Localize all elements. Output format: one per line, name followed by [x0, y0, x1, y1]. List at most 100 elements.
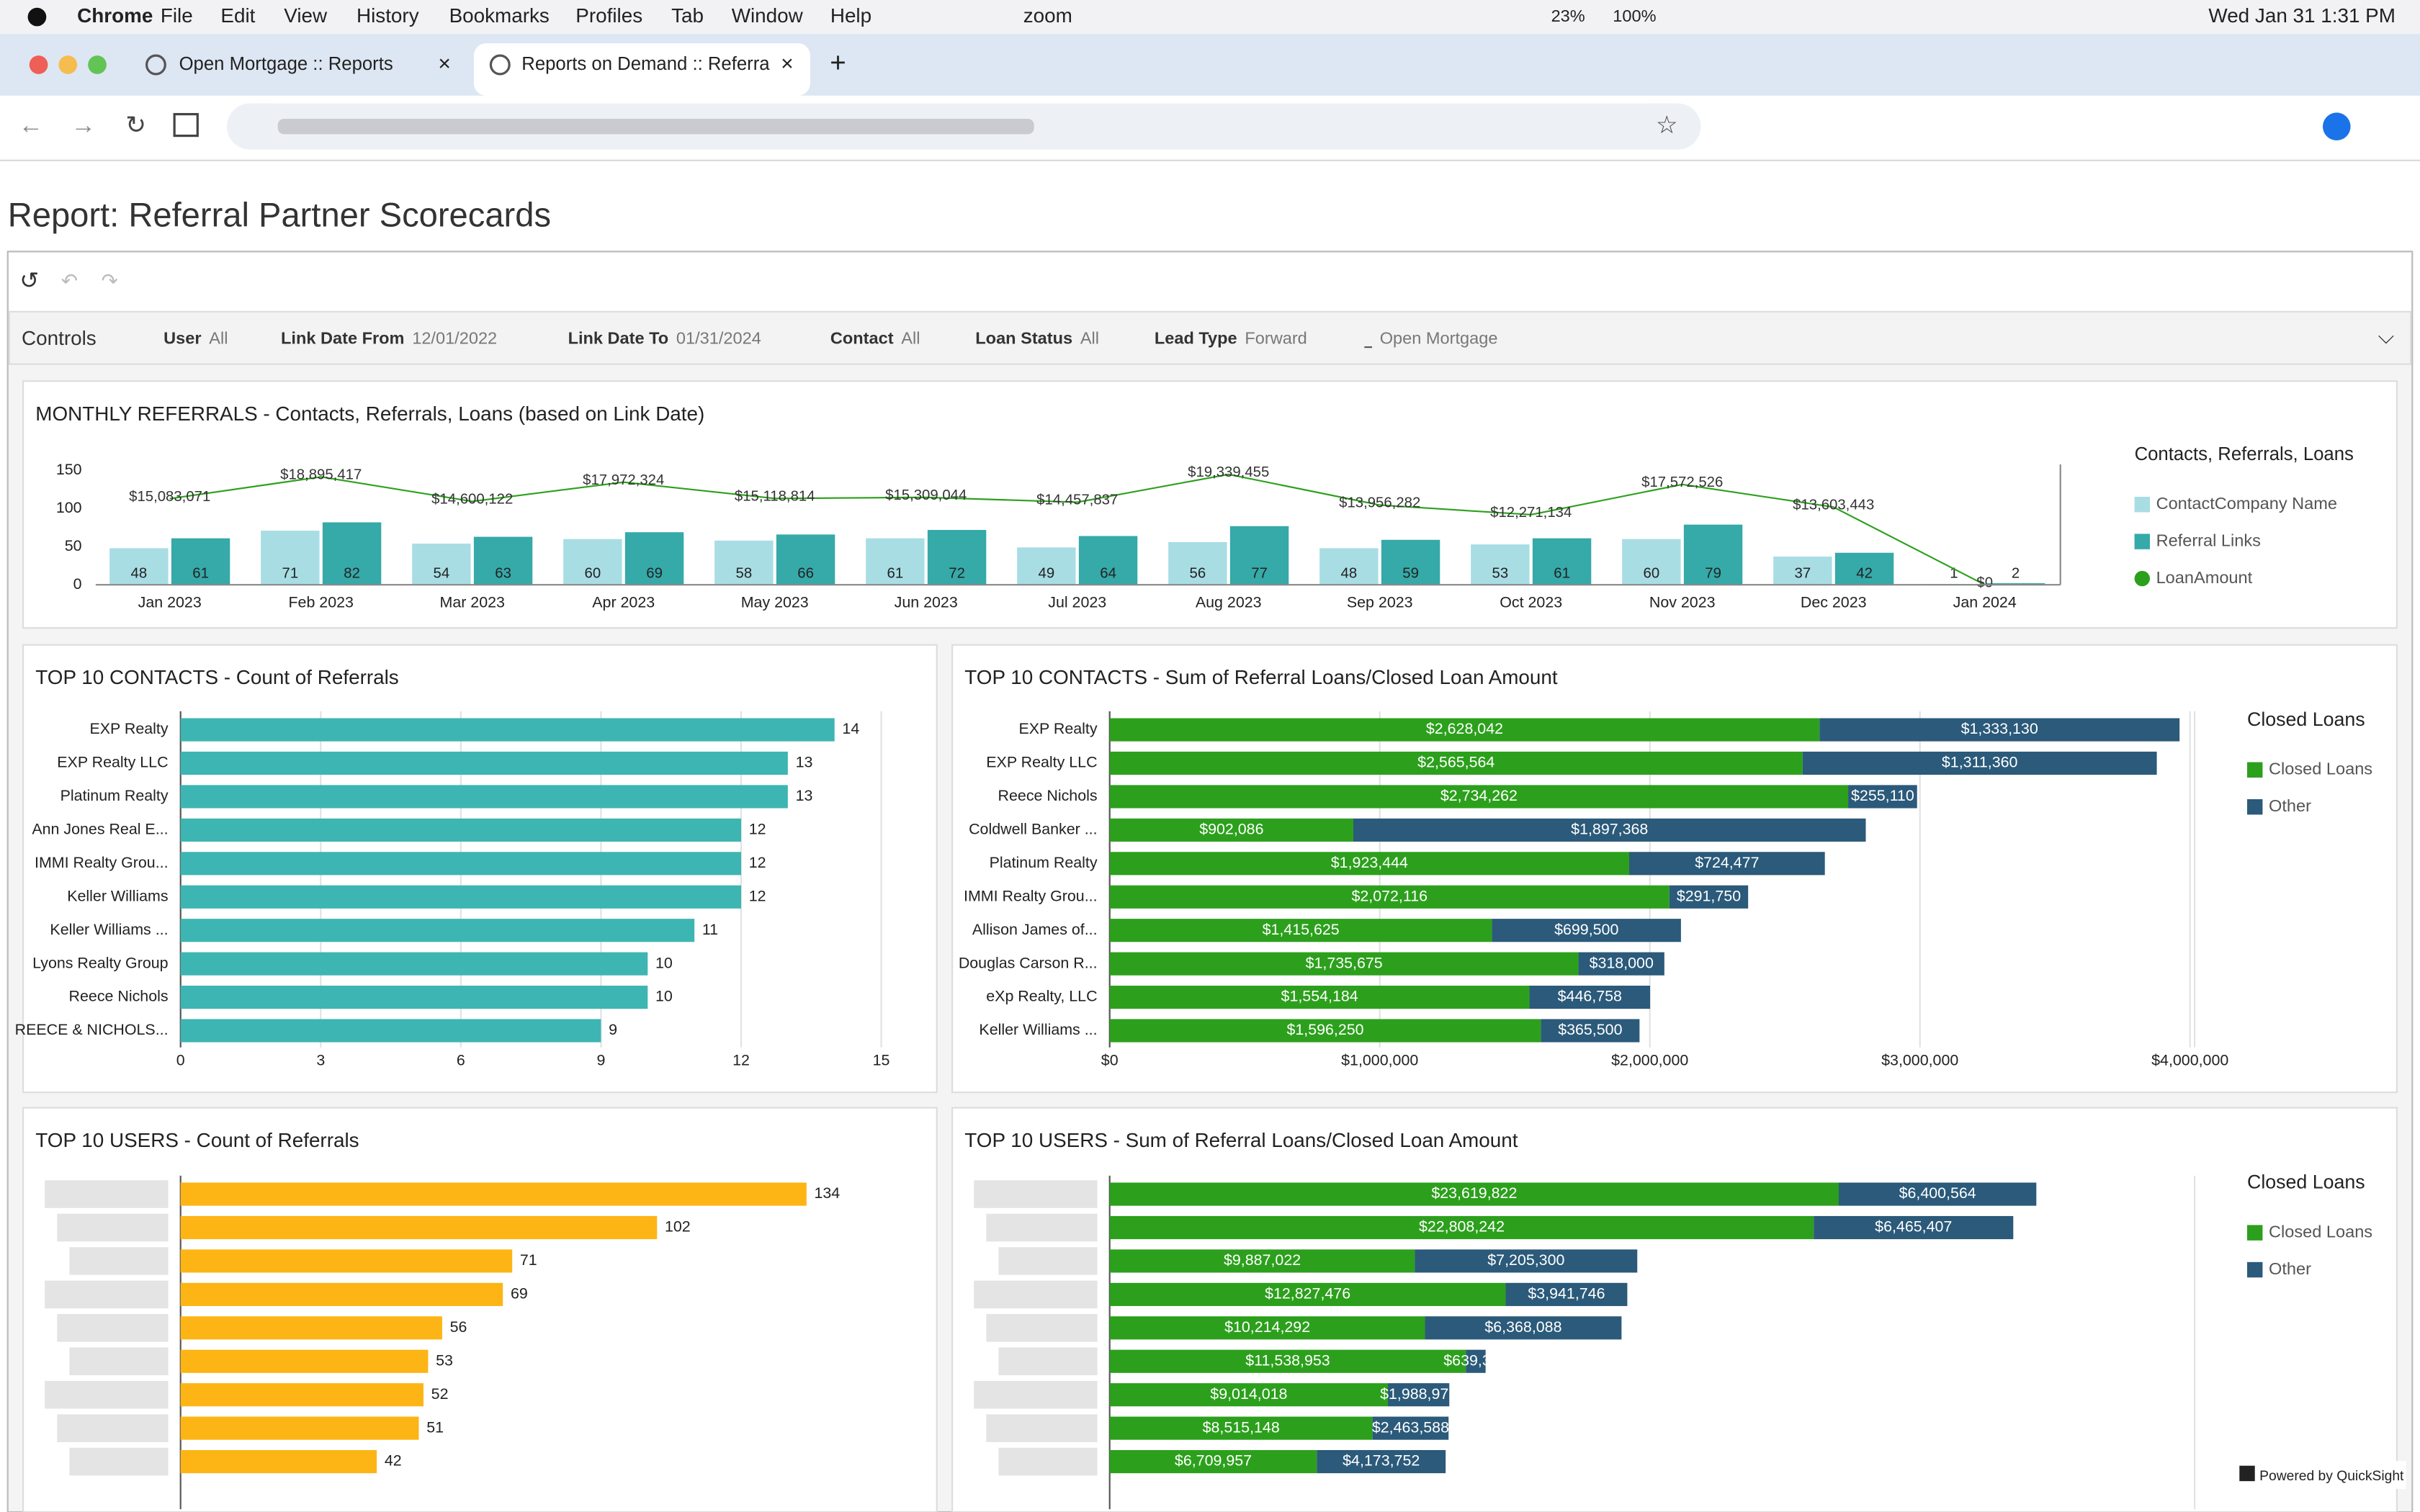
menu-item[interactable]: Edit	[220, 4, 255, 27]
zoom-window[interactable]	[88, 55, 107, 74]
tab-close[interactable]: ×	[781, 52, 794, 76]
segment-label: $1,735,675	[1306, 954, 1383, 971]
legend-label[interactable]: Closed Loans	[2269, 1222, 2372, 1241]
bar	[180, 818, 741, 842]
apple-logo[interactable]	[27, 7, 47, 27]
filter-label[interactable]: Link Date To	[568, 329, 669, 348]
redo-button[interactable]: ↷	[101, 270, 117, 292]
bar	[180, 1249, 513, 1273]
segment-label: $365,500	[1558, 1021, 1622, 1038]
filter-label[interactable]: Lead Type	[1155, 329, 1237, 348]
tab-icon	[145, 54, 166, 76]
filter-value[interactable]: 12/01/2022	[412, 329, 497, 348]
loan-label: $19,339,455	[1188, 464, 1269, 480]
menu-item[interactable]: Window	[732, 4, 804, 27]
x-tick-label: Jan 2023	[138, 594, 202, 611]
tab[interactable]	[126, 43, 470, 90]
controls-label[interactable]: Controls	[22, 327, 97, 349]
legend-label[interactable]: LoanAmount	[2156, 568, 2253, 587]
status-item[interactable]: Wed Jan 31 1:31 PM	[2208, 4, 2396, 27]
filter-label[interactable]: User	[163, 329, 201, 348]
loan-label: $15,083,071	[129, 489, 210, 505]
filter-value[interactable]: All	[901, 329, 920, 348]
filter-value[interactable]: 01/31/2024	[676, 329, 761, 348]
tab-close[interactable]: ×	[438, 52, 451, 76]
footer-badge	[2233, 1461, 2406, 1489]
bar	[1471, 544, 1530, 585]
controls-toggle[interactable]: ⌵	[2378, 325, 2394, 348]
profile-avatar[interactable]	[2323, 112, 2351, 140]
reset-button[interactable]: ↺	[19, 268, 39, 294]
filter-label[interactable]: Contact	[830, 329, 894, 348]
segment-label: $255,110	[1851, 787, 1914, 804]
legend-label[interactable]: Closed Loans	[2269, 760, 2372, 778]
forward-button[interactable]: →	[71, 112, 96, 139]
x-tick-label: 6	[457, 1052, 465, 1069]
x-tick-label: Nov 2023	[1649, 594, 1716, 611]
menu-item[interactable]: Bookmarks	[449, 4, 550, 27]
reload-button[interactable]: ↻	[125, 112, 146, 139]
tab-active[interactable]	[473, 43, 810, 96]
filter-value[interactable]: All	[209, 329, 228, 348]
menu-item[interactable]: Tab	[671, 4, 704, 27]
bar	[180, 1349, 429, 1373]
y-tick-label: EXP Realty LLC	[986, 754, 1097, 771]
menu-item[interactable]: History	[357, 4, 419, 27]
legend-label[interactable]: Referral Links	[2156, 531, 2261, 549]
bar	[180, 1182, 807, 1206]
filter-value[interactable]: Forward	[1245, 329, 1307, 348]
filter-label[interactable]: Loan Status	[975, 329, 1072, 348]
segment-label: $639,389	[1443, 1351, 1507, 1369]
blurred-name	[57, 1213, 169, 1242]
filter-value[interactable]: All	[1080, 329, 1099, 348]
bookmark-star[interactable]: ☆	[1656, 112, 1678, 139]
x-tick-label: 3	[316, 1052, 325, 1069]
bar-label: 48	[1341, 566, 1358, 582]
bar	[1622, 539, 1681, 585]
home-button[interactable]	[173, 112, 199, 138]
y-tick-label: Reece Nichols	[69, 988, 169, 1005]
filter-label[interactable]: Link Date From	[281, 329, 405, 348]
menu-item[interactable]: Help	[830, 4, 871, 27]
tab-title[interactable]: Reports on Demand :: Referra	[521, 54, 770, 74]
legend-label[interactable]: Other	[2269, 796, 2311, 815]
segment-label: $8,515,148	[1203, 1418, 1280, 1436]
bar-segment	[1838, 1182, 2037, 1206]
bar-label: 134	[815, 1184, 841, 1202]
close-window[interactable]	[29, 55, 48, 74]
bar-label: 10	[655, 988, 673, 1005]
bar	[180, 885, 741, 909]
menu-item[interactable]: Profiles	[575, 4, 642, 27]
x-tick-label: Feb 2023	[288, 594, 353, 611]
menu-item[interactable]: File	[161, 4, 193, 27]
blurred-name	[57, 1414, 169, 1442]
bar-label: 1	[1950, 566, 1958, 582]
bar-segment	[1109, 1019, 1541, 1043]
bar	[180, 919, 695, 942]
bar	[180, 852, 741, 876]
app-name[interactable]: Chrome	[77, 4, 153, 27]
bar-segment	[1109, 1249, 1415, 1273]
bar-segment	[1372, 1416, 1449, 1440]
status-item[interactable]: 100%	[1613, 6, 1656, 25]
status-item[interactable]: 23%	[1551, 6, 1585, 25]
back-button[interactable]: ←	[19, 112, 43, 139]
bar	[1834, 552, 1894, 585]
segment-label: $291,750	[1677, 887, 1741, 904]
x-tick-label: $2,000,000	[1611, 1052, 1688, 1069]
blurred-name	[69, 1247, 169, 1275]
menu-item[interactable]: View	[284, 4, 328, 27]
legend-label[interactable]: Other	[2269, 1259, 2311, 1278]
bar-segment	[1529, 985, 1651, 1009]
new-tab[interactable]: +	[830, 48, 846, 78]
bar-label: 52	[431, 1385, 449, 1403]
tab-title[interactable]: Open Mortgage :: Reports	[179, 54, 393, 74]
undo-button[interactable]: ↶	[61, 270, 78, 292]
minimize-window[interactable]	[58, 55, 78, 74]
status-item[interactable]: zoom	[1023, 4, 1072, 27]
legend-label[interactable]: ContactCompany Name	[2156, 494, 2337, 513]
filter-extra[interactable]: Open Mortgage	[1380, 329, 1498, 348]
bar	[180, 718, 835, 742]
bar-label: 60	[1644, 566, 1660, 582]
bar-segment	[1109, 952, 1579, 976]
